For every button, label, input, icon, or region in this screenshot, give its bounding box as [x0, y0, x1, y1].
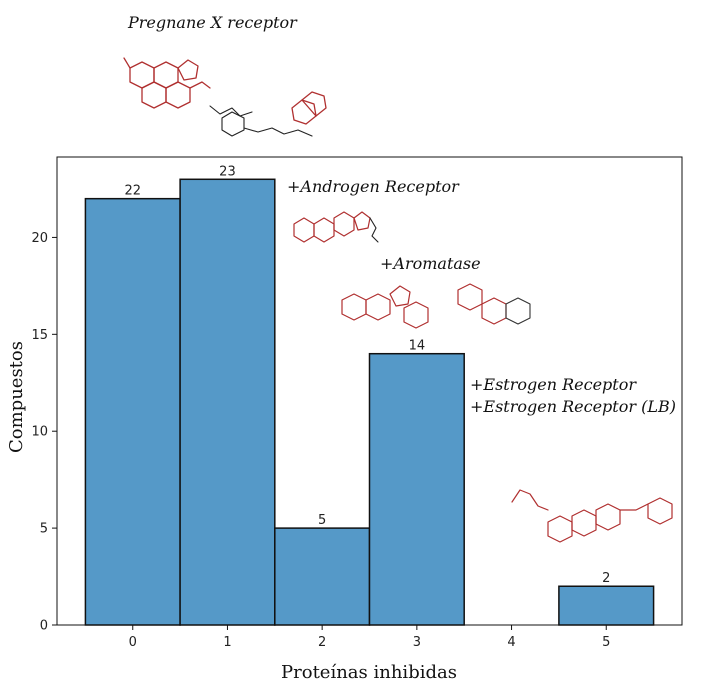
bar-value-label-2: 5 [318, 513, 326, 528]
x-axis-title: Proteínas inhibidas [281, 662, 457, 683]
bar-value-label-5: 2 [602, 571, 610, 586]
bar-0 [84, 197, 181, 626]
bar-5 [558, 585, 655, 626]
y-tick-label: 20 [31, 231, 48, 246]
x-tick-label: 0 [129, 635, 137, 650]
bar-3 [368, 352, 465, 626]
annotation-estrogen-receptor: +Estrogen Receptor [470, 375, 637, 394]
steroid-structure-icon [341, 283, 531, 329]
y-tick-label: 15 [31, 328, 48, 343]
annotation-androgen-receptor: +Androgen Receptor [287, 177, 460, 196]
y-axis: 0 5 10 15 20 [31, 231, 57, 634]
bar-value-label-0: 22 [124, 184, 141, 199]
x-tick-label: 4 [507, 635, 515, 650]
bars-group [84, 178, 655, 626]
x-axis: 0 1 2 3 4 5 [129, 625, 610, 650]
bar-value-label-3: 14 [409, 339, 426, 354]
annotation-pregnane-x-receptor: Pregnane X receptor [127, 13, 298, 32]
steroid-structure-icon [293, 211, 379, 243]
bar-labels-group: 22 23 5 14 2 [124, 164, 610, 586]
x-tick-label: 3 [413, 635, 421, 650]
x-tick-label: 1 [223, 635, 231, 650]
y-tick-label: 10 [31, 425, 48, 440]
bar-value-label-1: 23 [219, 164, 236, 179]
annotation-aromatase: +Aromatase [380, 254, 481, 273]
bar-2 [274, 527, 371, 626]
steroid-structure-icon [123, 57, 327, 137]
x-tick-label: 2 [318, 635, 326, 650]
steroid-structure-icon [511, 489, 673, 543]
y-tick-label: 0 [40, 619, 48, 634]
y-tick-label: 5 [40, 522, 48, 537]
y-axis-title: Compuestos [6, 341, 27, 453]
bar-1 [179, 178, 276, 626]
annotation-estrogen-receptor-lb: +Estrogen Receptor (LB) [470, 397, 676, 416]
x-tick-label: 5 [602, 635, 610, 650]
